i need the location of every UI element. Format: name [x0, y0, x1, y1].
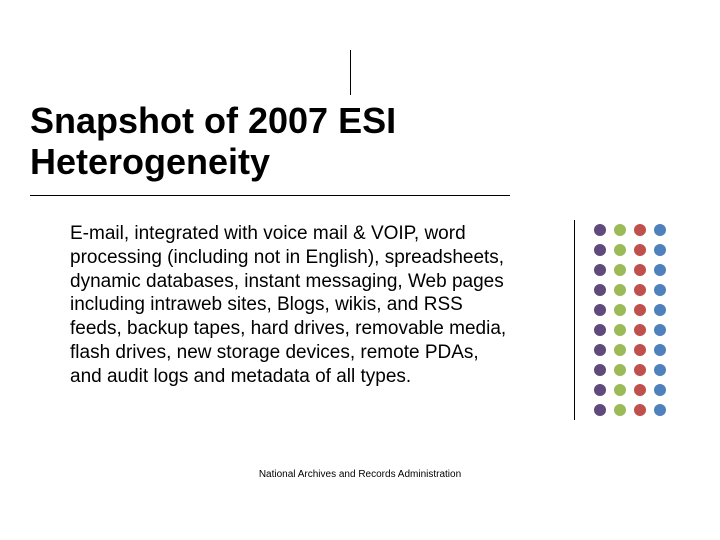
grid-dot: [614, 264, 626, 276]
grid-dot: [614, 324, 626, 336]
grid-dot: [634, 404, 646, 416]
grid-dot: [634, 224, 646, 236]
grid-dot: [634, 384, 646, 396]
grid-dot: [654, 264, 666, 276]
grid-dot: [634, 304, 646, 316]
grid-dot: [614, 224, 626, 236]
grid-dot: [594, 244, 606, 256]
grid-dot: [654, 244, 666, 256]
grid-dot: [634, 264, 646, 276]
grid-dot: [594, 404, 606, 416]
grid-dot: [614, 384, 626, 396]
slide-footer: National Archives and Records Administra…: [0, 469, 720, 480]
top-vertical-rule: [350, 50, 351, 95]
grid-dot: [654, 304, 666, 316]
grid-dot: [614, 404, 626, 416]
grid-dot: [634, 324, 646, 336]
grid-dot: [614, 244, 626, 256]
grid-dot: [654, 224, 666, 236]
side-vertical-rule: [574, 220, 575, 420]
grid-dot: [654, 384, 666, 396]
grid-dot: [614, 304, 626, 316]
grid-dot: [654, 364, 666, 376]
grid-dot: [654, 324, 666, 336]
grid-dot: [614, 364, 626, 376]
slide-title: Snapshot of 2007 ESI Heterogeneity: [30, 100, 510, 183]
grid-dot: [614, 344, 626, 356]
slide-body-text: E-mail, integrated with voice mail & VOI…: [70, 222, 510, 388]
grid-dot: [654, 344, 666, 356]
grid-dot: [634, 344, 646, 356]
grid-dot: [634, 364, 646, 376]
grid-dot: [634, 244, 646, 256]
grid-dot: [594, 324, 606, 336]
grid-dot: [594, 264, 606, 276]
grid-dot: [634, 284, 646, 296]
grid-dot: [594, 284, 606, 296]
grid-dot: [654, 284, 666, 296]
decorative-dot-grid: [590, 220, 670, 420]
grid-dot: [594, 344, 606, 356]
grid-dot: [614, 284, 626, 296]
grid-dot: [594, 384, 606, 396]
grid-dot: [594, 304, 606, 316]
grid-dot: [594, 364, 606, 376]
grid-dot: [654, 404, 666, 416]
title-underline: [30, 195, 510, 196]
grid-dot: [594, 224, 606, 236]
